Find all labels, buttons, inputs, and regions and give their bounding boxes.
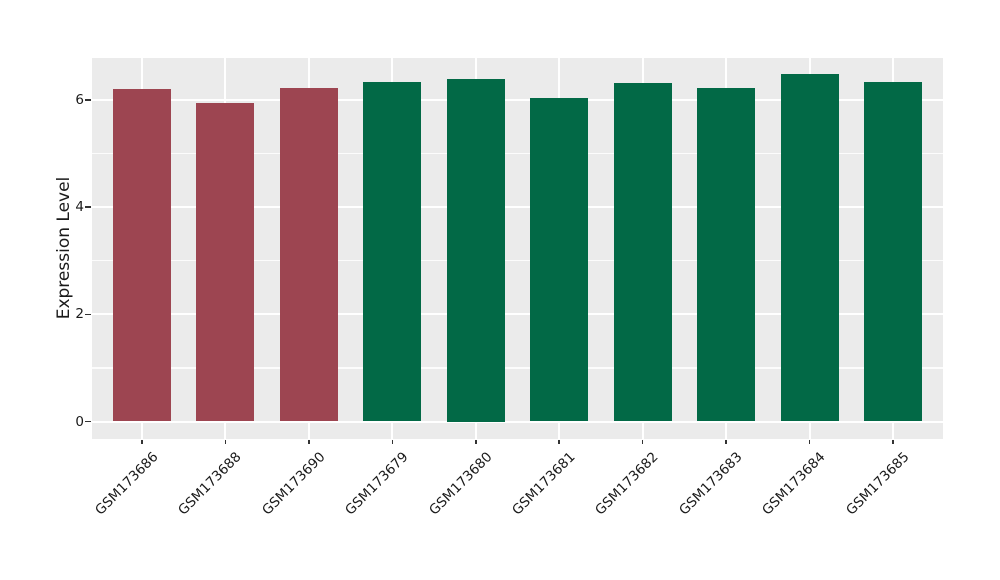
y-tick-label: 4 [75,199,84,216]
y-gridline [92,420,943,423]
y-gridline [92,367,943,369]
x-tick-mark [141,439,143,444]
bar-GSM173686 [113,88,171,422]
x-tick-mark [725,439,727,444]
x-tick-label-text: GSM173690 [258,449,329,519]
y-gridline [92,206,943,209]
plot-panel [92,58,943,439]
x-tick-label-text: GSM173688 [175,449,245,519]
bar-GSM173688 [196,102,255,422]
x-tick-mark [892,439,894,444]
x-tick-mark [475,439,477,444]
x-tick-label-text: GSM173682 [592,449,662,519]
y-tick-label: 0 [75,413,84,430]
bar-GSM173679 [363,81,422,422]
x-tick-mark [391,439,394,444]
x-tick-mark [808,439,811,444]
bar-GSM173680 [446,79,505,422]
y-axis-title: Expression Level [54,176,74,320]
y-gridline [92,313,943,316]
x-tick-mark [308,439,310,444]
x-tick-label-text: GSM173685 [842,449,913,519]
y-tick-label: 6 [75,91,84,108]
y-tick-mark [85,206,91,208]
bar-GSM173683 [697,87,756,422]
y-gridline [92,260,943,262]
x-tick-label-text: GSM173686 [91,449,162,519]
y-gridline [92,98,943,101]
x-tick-label-text: GSM173679 [342,449,412,519]
bar-GSM173685 [864,81,922,422]
y-tick-mark [85,420,91,423]
bar-GSM173684 [780,74,839,422]
bar-GSM173682 [613,83,672,422]
x-tick-mark [641,439,644,444]
x-tick-mark [558,439,560,444]
y-tick-mark [85,99,91,101]
y-tick-mark [85,313,91,316]
bar-GSM173690 [279,87,338,422]
x-tick-label-text: GSM173680 [425,449,496,519]
x-tick-label-text: GSM173684 [759,449,829,519]
bar-GSM173681 [530,97,589,422]
y-tick-label: 2 [75,306,84,323]
x-tick-mark [224,439,227,444]
x-tick-label-text: GSM173681 [509,449,579,519]
y-gridline [92,152,943,155]
x-tick-label-text: GSM173683 [675,449,746,519]
